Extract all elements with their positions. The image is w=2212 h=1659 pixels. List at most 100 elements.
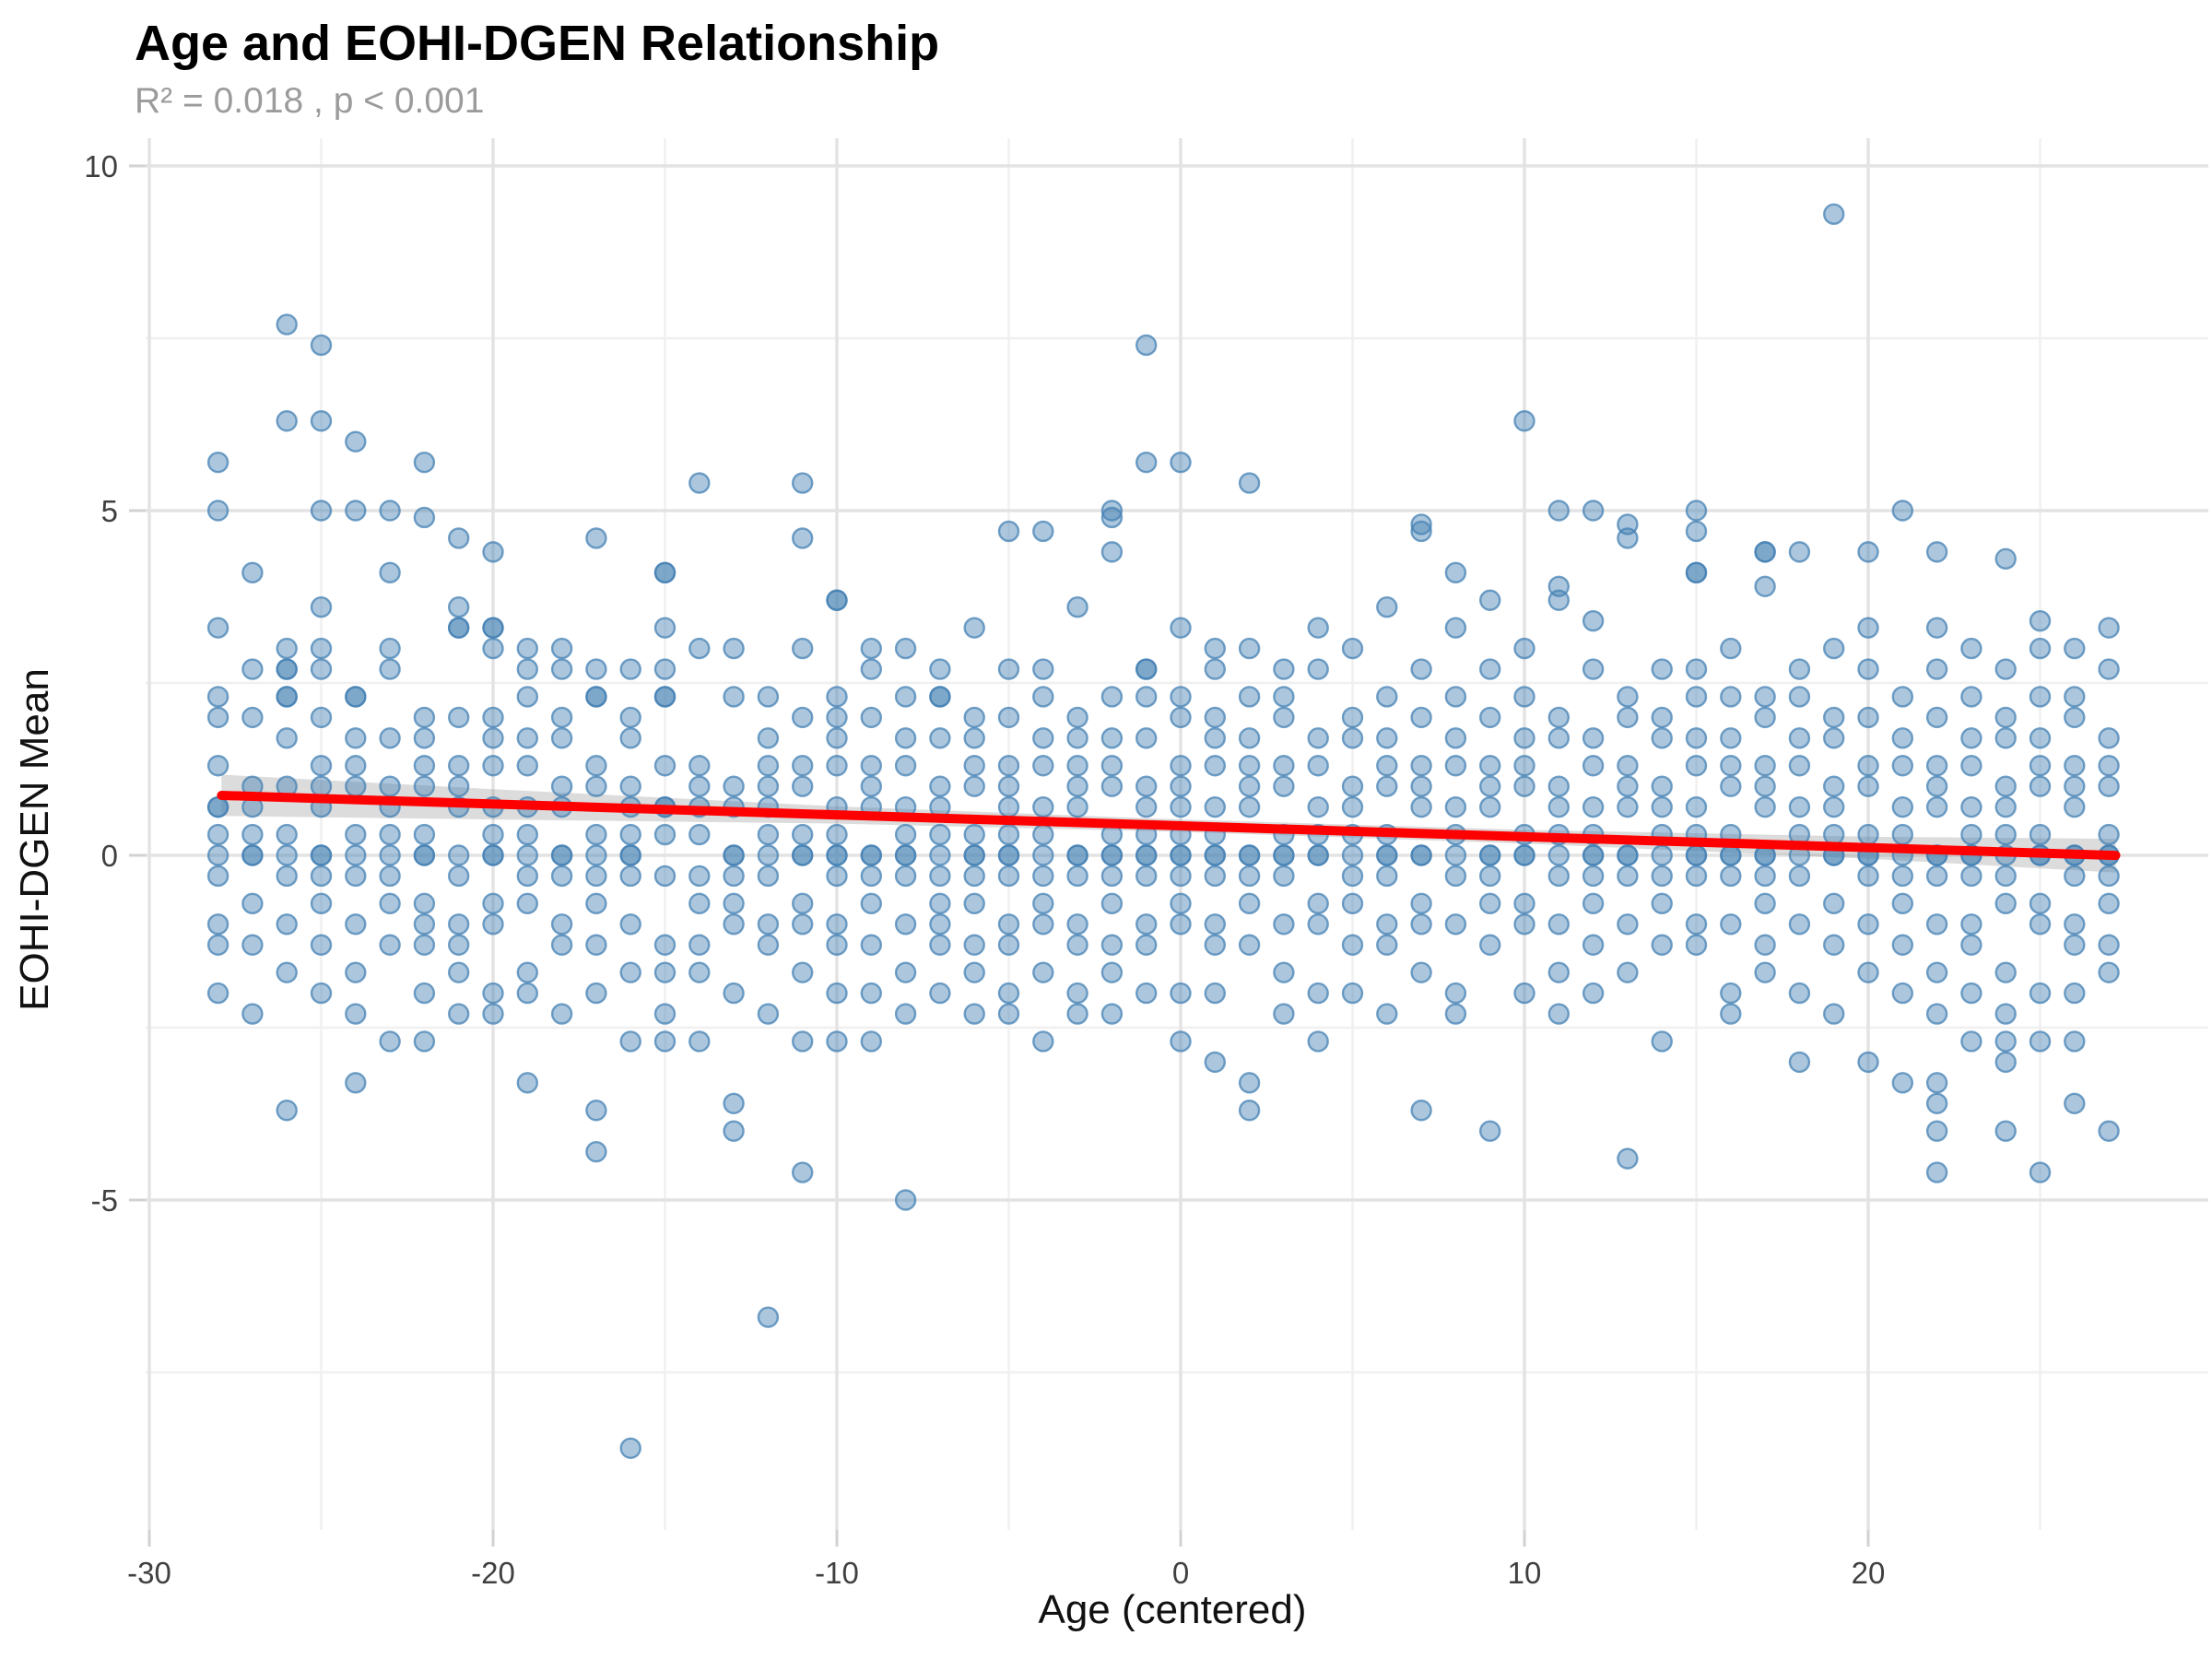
- data-point: [550, 775, 573, 797]
- data-point: [929, 775, 951, 797]
- data-point: [963, 775, 985, 797]
- data-point: [2029, 1030, 2052, 1053]
- data-point: [1410, 513, 1432, 535]
- data-point: [1170, 795, 1192, 818]
- data-point: [653, 865, 677, 888]
- data-point: [1238, 795, 1261, 818]
- data-point: [1513, 913, 1535, 935]
- data-point: [1754, 934, 1776, 956]
- data-point: [1925, 617, 1948, 639]
- data-point: [1307, 795, 1329, 818]
- data-point: [860, 755, 882, 777]
- data-point: [1100, 934, 1124, 956]
- data-point: [1032, 865, 1054, 888]
- data-point: [1925, 658, 1948, 680]
- data-point: [723, 1092, 745, 1114]
- data-point: [1925, 1120, 1948, 1142]
- data-point: [1891, 982, 1914, 1005]
- data-point: [1547, 706, 1571, 729]
- data-point: [1273, 686, 1295, 708]
- data-point: [310, 892, 333, 915]
- data-point: [1960, 913, 1983, 935]
- data-point: [516, 892, 538, 915]
- data-point: [1032, 795, 1054, 818]
- data-point: [1582, 892, 1605, 915]
- data-point: [963, 844, 985, 866]
- data-point: [379, 823, 401, 846]
- data-point: [757, 844, 780, 866]
- data-point: [1478, 755, 1501, 777]
- data-point: [1857, 823, 1879, 846]
- data-point: [1341, 637, 1364, 660]
- data-point: [1651, 892, 1673, 915]
- data-point: [310, 658, 333, 680]
- data-point: [1238, 775, 1261, 797]
- data-point: [345, 686, 367, 708]
- data-point: [345, 775, 367, 797]
- data-point: [1582, 934, 1605, 956]
- data-point: [1100, 727, 1124, 749]
- data-point: [1170, 844, 1192, 866]
- data-point: [1685, 913, 1708, 935]
- data-point: [1273, 844, 1295, 866]
- data-point: [929, 865, 951, 888]
- data-point: [1341, 775, 1364, 797]
- data-point: [206, 617, 229, 639]
- data-point: [1478, 706, 1501, 729]
- data-point: [1960, 865, 1983, 888]
- data-point: [1376, 934, 1398, 956]
- data-point: [1273, 755, 1295, 777]
- data-point: [516, 982, 538, 1005]
- data-point: [585, 982, 607, 1005]
- data-point: [2029, 609, 2052, 632]
- data-point: [723, 1120, 745, 1142]
- data-point: [653, 961, 677, 983]
- data-point: [1822, 795, 1845, 818]
- data-point: [1857, 775, 1879, 797]
- data-point: [550, 706, 573, 729]
- data-point: [448, 596, 470, 618]
- data-point: [448, 961, 470, 983]
- data-point: [1651, 658, 1673, 680]
- data-point: [1032, 727, 1054, 749]
- data-point: [448, 706, 470, 729]
- data-point: [379, 865, 401, 888]
- data-point: [1513, 410, 1535, 432]
- data-point: [1410, 961, 1432, 983]
- data-point: [1925, 775, 1948, 797]
- data-point: [894, 961, 917, 983]
- data-point: [1204, 865, 1227, 888]
- data-point: [516, 1072, 538, 1094]
- data-point: [1925, 913, 1948, 935]
- data-point: [1685, 934, 1708, 956]
- data-point: [1754, 892, 1776, 915]
- data-point: [792, 527, 814, 549]
- data-point: [1822, 637, 1845, 660]
- data-point: [310, 334, 333, 357]
- data-point: [1994, 892, 2017, 915]
- data-point: [792, 961, 814, 983]
- data-point: [1960, 823, 1983, 846]
- data-point: [929, 686, 951, 708]
- data-point: [997, 865, 1020, 888]
- data-point: [1891, 865, 1914, 888]
- data-point: [688, 934, 711, 956]
- data-point: [1066, 934, 1088, 956]
- data-point: [1032, 823, 1054, 846]
- data-point: [1032, 686, 1054, 708]
- y-tick-label: 0: [101, 839, 118, 873]
- data-point: [1994, 1030, 2017, 1053]
- data-point: [2064, 982, 2086, 1005]
- data-point: [413, 706, 436, 729]
- data-point: [1444, 913, 1467, 935]
- data-point: [860, 658, 882, 680]
- data-point: [1513, 727, 1535, 749]
- data-point: [1273, 775, 1295, 797]
- data-point: [1925, 865, 1948, 888]
- data-point: [826, 1030, 848, 1053]
- data-point: [1513, 686, 1535, 708]
- data-point: [1617, 775, 1639, 797]
- data-point: [310, 410, 333, 432]
- data-point: [860, 982, 882, 1005]
- data-point: [550, 658, 573, 680]
